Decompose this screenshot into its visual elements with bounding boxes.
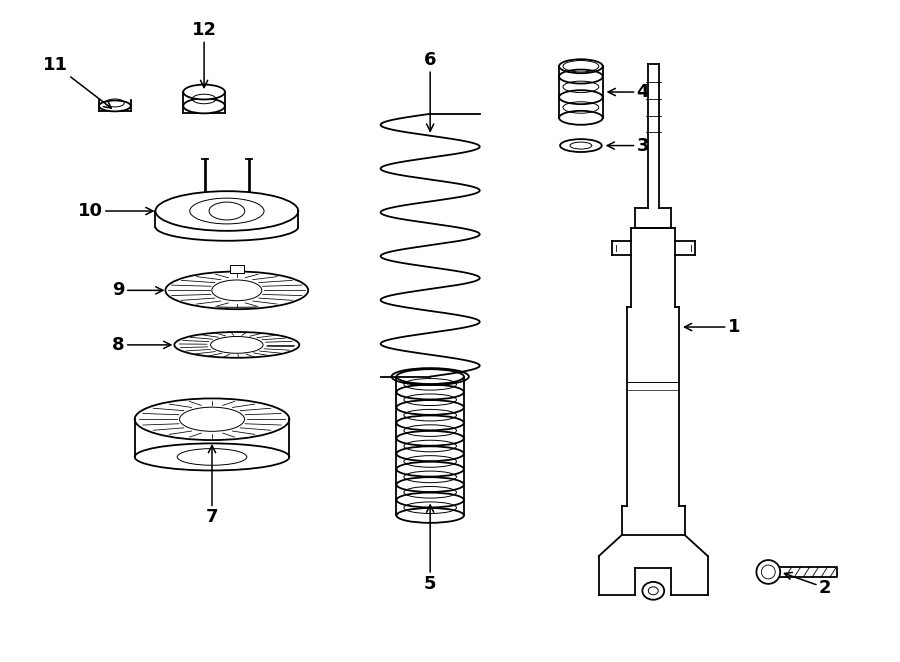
Ellipse shape [166,271,308,309]
Text: 2: 2 [785,573,832,597]
Ellipse shape [392,368,469,385]
Text: 3: 3 [608,136,649,154]
Ellipse shape [643,582,664,600]
Ellipse shape [99,101,130,111]
Ellipse shape [184,99,225,113]
Bar [230,265,244,273]
Text: 1: 1 [685,318,740,336]
Text: 8: 8 [112,336,171,354]
Text: 10: 10 [78,202,153,220]
Text: 11: 11 [43,56,112,108]
Ellipse shape [135,399,290,440]
Ellipse shape [135,444,290,471]
Text: 4: 4 [608,83,649,101]
Text: 5: 5 [424,505,436,593]
Ellipse shape [756,560,780,584]
Text: 7: 7 [206,446,219,526]
Ellipse shape [156,191,298,231]
Text: 12: 12 [192,21,217,87]
Text: 9: 9 [112,281,163,299]
Text: 6: 6 [424,51,436,131]
Ellipse shape [175,332,300,357]
Ellipse shape [184,85,225,99]
